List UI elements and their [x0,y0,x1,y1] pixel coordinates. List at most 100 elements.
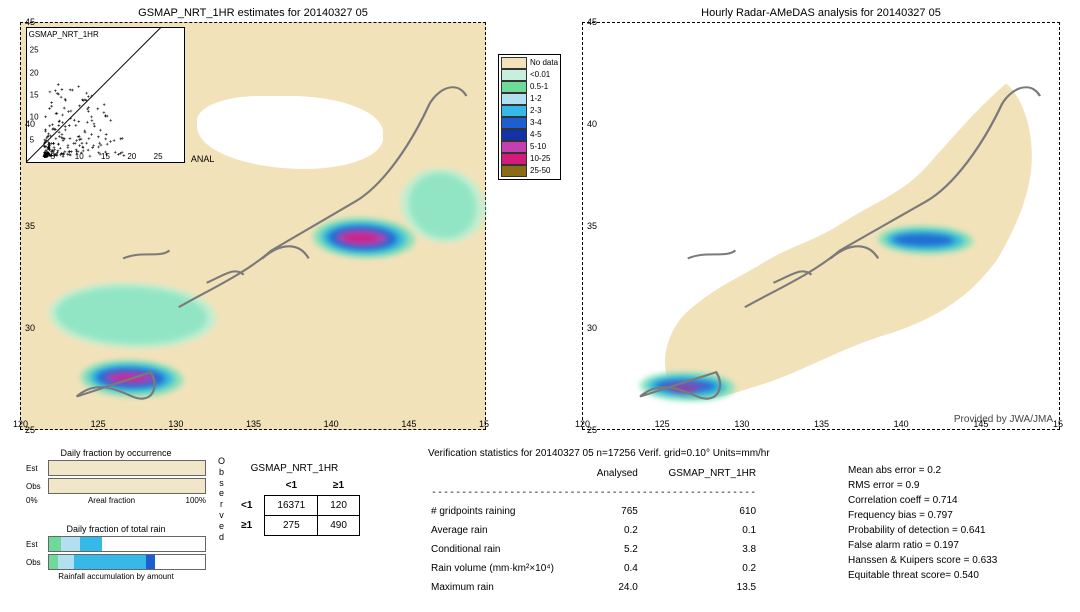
legend-label: 5-10 [530,143,546,152]
bar-segment [146,555,155,569]
legend-label: 0.5-1 [530,83,548,92]
bar-segment [74,555,146,569]
bar-segment [58,555,74,569]
x-tick: 15 [479,419,489,429]
anal-axis-label: ANAL [191,154,215,164]
legend-swatch-icon [501,105,527,117]
legend-swatch-icon [501,129,527,141]
gsmap-estimate-map: GSMAP_NRT_1HR estimates for 20140327 05 … [20,22,486,430]
legend-entry: 1-2 [501,93,558,105]
verification-stats: Verification statistics for 20140327 05 … [428,448,1068,598]
legend-swatch-icon [501,165,527,177]
x-tick: 135 [814,419,829,429]
x-tick: 145 [973,419,988,429]
stats-row: # gridpoints raining765610 [430,503,770,520]
scatter-x-tick: 10 [75,152,84,161]
bar-segment [61,537,80,551]
fraction-bar [48,478,206,494]
y-tick: 35 [25,221,35,231]
bar-segment [102,537,205,551]
legend-entry: 3-4 [501,117,558,129]
y-tick: 45 [25,17,35,27]
scatter-x-tick: 25 [154,152,163,161]
axis-0pct: 0% [26,496,38,505]
x-tick: 15 [1053,419,1063,429]
legend-label: 1-2 [530,95,542,104]
scatter-x-tick: 20 [127,152,136,161]
stats-row: Conditional rain5.23.8 [430,541,770,558]
y-tick: 30 [25,323,35,333]
x-tick: 125 [655,419,670,429]
legend-label: 25-50 [530,167,550,176]
provided-by-label: Provided by JWA/JMA [954,414,1053,425]
legend-label: 10-25 [530,155,550,164]
x-tick: 130 [734,419,749,429]
legend-swatch-icon [501,117,527,129]
bar-row-label: Obs [26,558,48,567]
metrics-list: Mean abs error = 0.2RMS error = 0.9Corre… [848,463,1068,583]
contingency-table: <1≥1<116371120≥1275490 [229,476,360,536]
scatter-inset: GSMAP_NRT_1HR 510152025 510152025 ANAL [26,27,186,163]
x-tick: 140 [894,419,909,429]
y-tick: 40 [587,119,597,129]
metric-line: Probability of detection = 0.641 [848,523,1068,538]
legend-swatch-icon [501,57,527,69]
bar-segment [49,537,61,551]
legend-entry: 25-50 [501,165,558,177]
metric-line: Hanssen & Kuipers score = 0.633 [848,553,1068,568]
y-tick: 25 [587,425,597,435]
bar-segment [155,555,205,569]
coastline-icon [583,23,1059,429]
x-tick: 140 [324,419,339,429]
stats-row: Rain volume (mm·km²×10⁴)0.40.2 [430,560,770,577]
legend-label: <0.01 [530,71,550,80]
legend-entry: 4-5 [501,129,558,141]
metric-line: Frequency bias = 0.797 [848,508,1068,523]
daily-fraction-total-rain: Daily fraction of total rain EstObs Rain… [26,524,206,581]
total-title: Daily fraction of total rain [26,524,206,534]
axis-mid: Areal fraction [88,496,135,505]
fraction-bar [48,554,206,570]
x-tick: 130 [168,419,183,429]
scatter-y-tick: 15 [30,91,39,100]
occ-title: Daily fraction by occurrence [26,448,206,458]
scatter-x-tick: 5 [51,152,55,161]
contingency-cell: 16371 [265,495,318,515]
scatter-y-tick: 5 [30,135,34,144]
scatter-y-tick: 25 [30,46,39,55]
color-legend: No data <0.01 0.5-1 1-2 2-33-4 4-5 5-10 10-25 25… [498,54,561,180]
bar-row-label: Est [26,464,48,473]
legend-entry: <0.01 [501,69,558,81]
legend-label: 4-5 [530,131,542,140]
legend-label: 2-3 [530,107,542,116]
bar-segment [80,537,102,551]
y-tick: 40 [25,119,35,129]
x-tick: 125 [91,419,106,429]
scatter-points-icon [27,28,185,162]
radar-amedas-map: Hourly Radar-AMeDAS analysis for 2014032… [582,22,1060,430]
stats-header: Verification statistics for 20140327 05 … [428,448,1068,459]
legend-entry: 0.5-1 [501,81,558,93]
occ-axis: 0% Areal fraction 100% [26,496,206,505]
legend-entry: 10-25 [501,153,558,165]
legend-swatch-icon [501,69,527,81]
axis-100pct: 100% [186,496,206,505]
fraction-bar [48,460,206,476]
stats-row: Average rain0.20.1 [430,522,770,539]
metric-line: Mean abs error = 0.2 [848,463,1068,478]
contingency-cell: 275 [265,515,318,535]
legend-entry: 5-10 [501,141,558,153]
y-tick: 25 [25,425,35,435]
contingency-cell: 490 [318,515,360,535]
legend-swatch-icon [501,81,527,93]
legend-entry: No data [501,57,558,69]
fraction-bar [48,536,206,552]
contingency-title: GSMAP_NRT_1HR [229,463,360,474]
stats-table: AnalysedGSMAP_NRT_1HR-------------------… [428,463,772,598]
legend-label: No data [530,59,558,68]
y-tick: 35 [587,221,597,231]
legend-swatch-icon [501,93,527,105]
metric-line: False alarm ratio = 0.197 [848,538,1068,553]
legend-swatch-icon [501,141,527,153]
legend-swatch-icon [501,153,527,165]
